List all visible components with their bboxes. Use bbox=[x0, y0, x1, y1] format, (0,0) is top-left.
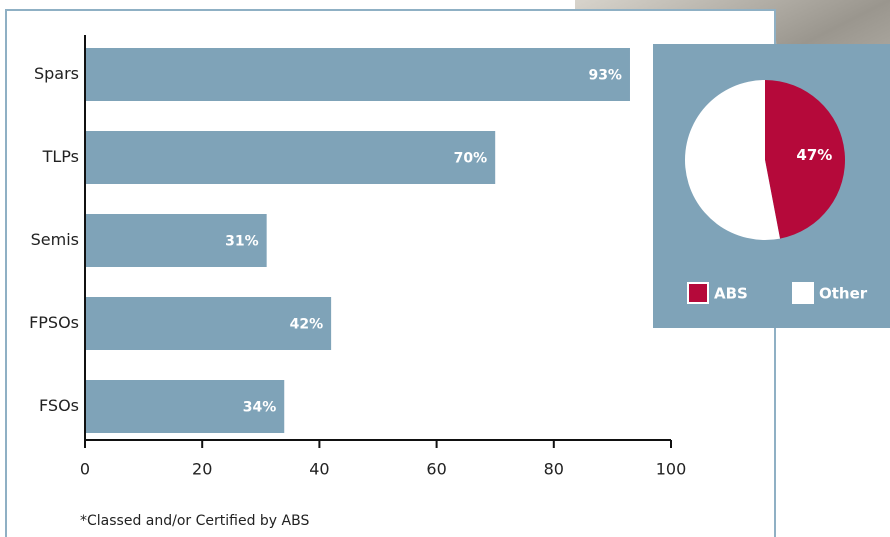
value-label: 31% bbox=[225, 234, 259, 250]
x-tick-label: 60 bbox=[426, 460, 446, 479]
bar bbox=[85, 297, 332, 350]
y-tick-label: TLPs bbox=[42, 147, 79, 166]
y-tick-label: FPSOs bbox=[29, 313, 79, 332]
bar bbox=[85, 380, 285, 433]
y-tick-label: FSOs bbox=[39, 396, 79, 415]
value-label: 34% bbox=[243, 400, 277, 416]
value-label: 93% bbox=[588, 68, 622, 84]
bar bbox=[85, 48, 630, 101]
bar bbox=[85, 214, 267, 267]
x-tick-label: 0 bbox=[80, 460, 90, 479]
legend-swatch bbox=[792, 282, 814, 304]
legend-label: Other bbox=[819, 285, 868, 303]
value-label: 42% bbox=[290, 317, 324, 333]
value-label: 70% bbox=[454, 151, 488, 167]
footnote: *Classed and/or Certified by ABS bbox=[80, 513, 309, 529]
x-tick-label: 40 bbox=[309, 460, 329, 479]
legend-label: ABS bbox=[714, 285, 748, 303]
value-label: 47% bbox=[796, 146, 832, 164]
legend-swatch bbox=[687, 282, 709, 304]
y-tick-label: Spars bbox=[34, 64, 79, 83]
x-tick-label: 100 bbox=[656, 460, 687, 479]
pie-slice bbox=[685, 80, 780, 240]
x-tick-label: 20 bbox=[192, 460, 212, 479]
y-tick-label: Semis bbox=[31, 230, 79, 249]
x-tick-label: 80 bbox=[544, 460, 564, 479]
pie-slice bbox=[765, 80, 845, 239]
bar bbox=[85, 131, 496, 184]
